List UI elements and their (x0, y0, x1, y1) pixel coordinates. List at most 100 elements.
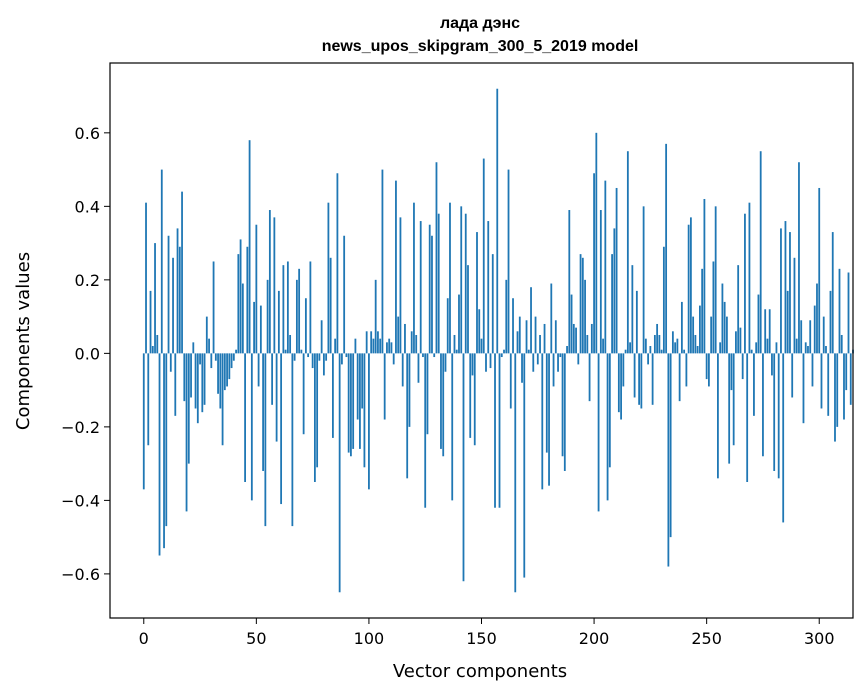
bar (415, 334, 418, 354)
x-tick-label: 200 (579, 629, 610, 648)
bar (710, 316, 713, 354)
x-axis-label: Vector components (393, 661, 567, 682)
bar (602, 338, 604, 354)
bar (836, 353, 839, 427)
bar (705, 353, 708, 380)
bar (649, 346, 652, 354)
x-tick-label: 150 (466, 629, 497, 648)
bar (190, 353, 192, 398)
bar (791, 353, 794, 398)
bar (554, 320, 557, 354)
bar (557, 353, 559, 372)
chart-subtitle: news_upos_skipgram_300_5_2019 model (322, 38, 639, 55)
bar (534, 316, 537, 354)
bar (780, 228, 782, 354)
bar (212, 261, 215, 354)
bar (160, 169, 163, 354)
bar (322, 353, 325, 376)
bar (750, 349, 753, 354)
bar (764, 309, 767, 354)
bar (550, 283, 553, 354)
bar (563, 353, 566, 471)
bar (611, 254, 613, 354)
bar (399, 217, 402, 354)
bar (561, 353, 564, 457)
bar (219, 353, 222, 409)
bar (496, 88, 499, 354)
bar (431, 235, 433, 354)
x-tick-label: 250 (691, 629, 722, 648)
bar (253, 301, 255, 354)
bar (142, 353, 145, 490)
bar (694, 334, 697, 354)
y-axis-ticks: −0.6 −0.4 −0.2 0.0 0.2 0.4 0.6 (61, 124, 110, 584)
bar (541, 353, 544, 490)
bar (149, 290, 152, 354)
bar (766, 338, 769, 354)
bar (768, 309, 771, 354)
bar (205, 316, 208, 354)
bar (613, 228, 616, 354)
bar (332, 353, 334, 438)
bar (717, 353, 719, 479)
bar (361, 353, 364, 409)
x-tick-label: 50 (246, 629, 266, 648)
bar (388, 338, 391, 354)
bar (608, 353, 611, 468)
bar (318, 353, 321, 361)
bar (455, 349, 458, 354)
bar (302, 353, 305, 435)
bar (552, 353, 555, 387)
bar (417, 353, 420, 383)
bar (757, 294, 760, 354)
bar (622, 353, 625, 387)
bar (548, 353, 550, 486)
bar (674, 342, 677, 354)
bar (696, 346, 699, 354)
bar (503, 349, 505, 354)
bar (313, 353, 316, 482)
bar (192, 342, 195, 354)
bar (338, 353, 341, 593)
bar (320, 320, 323, 354)
bar (235, 349, 237, 354)
y-tick-label: 0.4 (75, 197, 100, 216)
bar (572, 323, 575, 354)
bar (500, 353, 503, 358)
bar (728, 353, 731, 464)
bar (786, 290, 789, 354)
bar (156, 334, 159, 354)
bar (775, 342, 778, 354)
bar (692, 316, 695, 354)
bar (822, 316, 825, 354)
bar (635, 290, 638, 354)
y-tick-label: 0.6 (75, 124, 100, 143)
bar (701, 268, 704, 354)
bar (741, 353, 744, 380)
bar (683, 349, 686, 354)
bar (163, 353, 165, 549)
bar (277, 290, 280, 354)
bar (660, 349, 663, 354)
bar (784, 221, 787, 354)
bar (689, 217, 692, 354)
bar (446, 298, 449, 354)
bar (426, 353, 429, 435)
bar (536, 353, 539, 365)
bar (374, 279, 377, 354)
chart-title: лада дэнс (440, 15, 520, 32)
bar (473, 353, 476, 446)
bar (595, 132, 598, 354)
bar (604, 180, 607, 354)
bar (834, 353, 836, 442)
bar (656, 323, 659, 354)
bar (352, 353, 355, 449)
bar (640, 353, 643, 409)
bar (377, 331, 379, 354)
bar (476, 232, 478, 354)
bar (440, 353, 442, 449)
bar (203, 353, 206, 405)
bar (334, 338, 337, 354)
bar (662, 246, 665, 354)
